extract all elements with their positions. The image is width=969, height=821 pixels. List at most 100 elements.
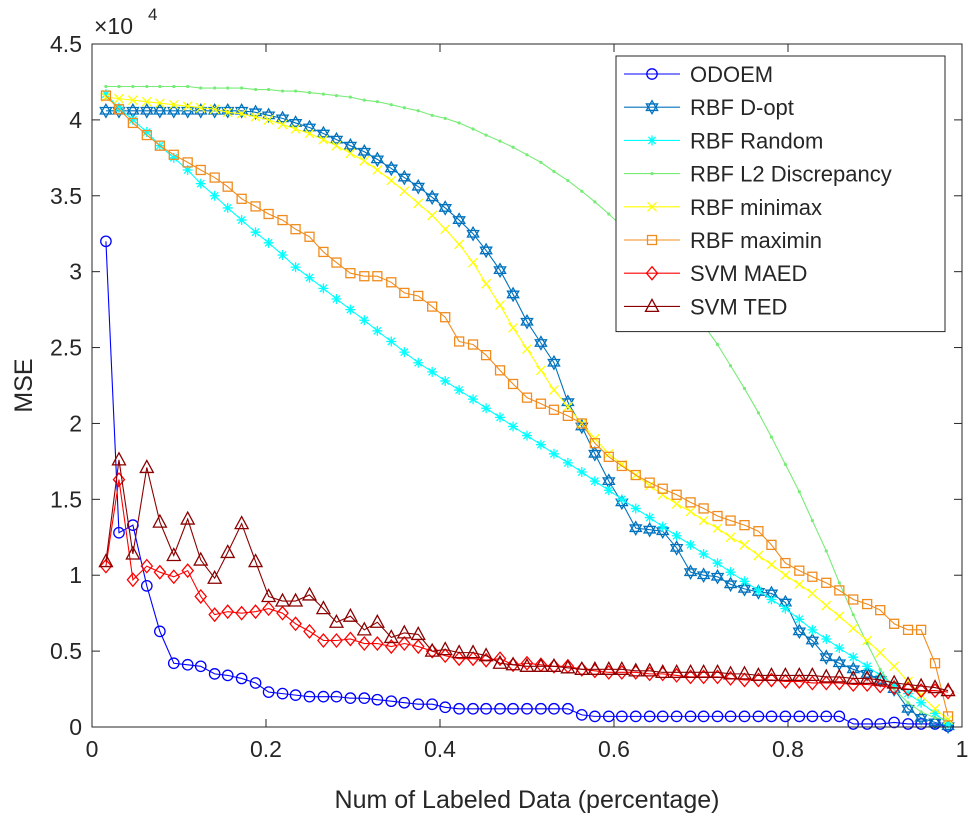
y-axis-label: MSE — [10, 358, 38, 412]
data-point-rbf-maximin — [209, 172, 220, 183]
data-point-odoem — [629, 710, 642, 723]
data-point-rbf-l2-discrepancy — [715, 342, 720, 347]
data-point-rbf-random — [113, 102, 124, 113]
series-odoem — [100, 235, 954, 733]
data-point-rbf-minimax — [943, 714, 954, 725]
data-point-rbf-minimax — [154, 98, 165, 109]
data-point-rbf-minimax — [821, 600, 832, 611]
y-tick-label: 2.5 — [50, 335, 82, 361]
data-point-svm-maed — [779, 673, 792, 689]
x-tick-label: 0.8 — [772, 736, 804, 762]
data-point-svm-ted — [125, 545, 141, 560]
data-point-rbf-l2-discrepancy — [186, 84, 190, 89]
data-point-odoem — [127, 519, 139, 531]
data-point-odoem — [656, 710, 669, 723]
data-point-rbf-maximin — [848, 594, 859, 605]
data-point-rbf-random — [209, 190, 220, 201]
data-point-rbf-l2-discrepancy — [430, 113, 434, 117]
data-point-svm-ted — [383, 629, 399, 644]
x-tick-label: 0.4 — [424, 736, 456, 762]
data-point-rbf-random — [862, 661, 873, 672]
data-point-rbf-d-opt — [425, 189, 439, 206]
data-point-odoem — [398, 696, 411, 709]
data-point-rbf-maximin — [753, 526, 764, 537]
data-point-rbf-d-opt — [642, 521, 657, 538]
data-point-rbf-d-opt — [466, 225, 480, 242]
data-point-rbf-d-opt — [628, 520, 643, 536]
data-point-rbf-maximin — [304, 231, 315, 242]
legend-entry-svm-maed: SVM MAED — [624, 261, 807, 286]
data-point-svm-ted — [872, 671, 888, 686]
data-point-rbf-minimax — [168, 99, 179, 110]
data-point-rbf-random — [589, 476, 600, 487]
data-point-rbf-random — [440, 375, 451, 386]
data-point-rbf-maximin — [359, 271, 370, 282]
data-point-rbf-l2-discrepancy — [728, 364, 733, 368]
data-point-rbf-l2-discrepancy — [566, 179, 570, 183]
data-point-odoem — [820, 710, 833, 723]
legend-entry-rbf-l2-discrepancy: RBF L2 Discrepancy — [624, 162, 892, 187]
data-point-svm-maed — [684, 669, 697, 685]
data-point-rbf-minimax — [522, 344, 532, 355]
data-point-odoem — [738, 710, 751, 723]
data-point-odoem — [521, 702, 533, 715]
data-point-rbf-random — [671, 530, 682, 541]
data-point-svm-maed — [914, 683, 928, 699]
data-point-svm-ted — [669, 663, 685, 679]
data-point-rbf-random — [277, 249, 288, 260]
legend-entry-rbf-maximin: RBF maximin — [624, 228, 822, 253]
data-point-rbf-minimax — [603, 448, 614, 459]
data-point-rbf-l2-discrepancy — [117, 84, 121, 89]
data-point-svm-maed — [289, 616, 302, 632]
data-point-svm-ted — [655, 663, 671, 679]
data-point-rbf-maximin — [467, 339, 479, 350]
data-point-rbf-maximin — [427, 301, 438, 312]
data-point-svm-ted — [927, 679, 943, 694]
data-point-rbf-random — [780, 603, 791, 614]
data-point-rbf-d-opt — [99, 102, 113, 119]
data-point-odoem — [113, 526, 125, 539]
data-point-rbf-random — [644, 512, 655, 523]
data-point-svm-ted — [831, 668, 847, 683]
data-point-odoem — [589, 710, 601, 723]
data-point-rbf-l2-discrepancy — [824, 549, 828, 553]
data-point-svm-maed — [167, 569, 181, 585]
data-point-svm-ted — [207, 569, 223, 584]
data-point-svm-maed — [520, 655, 534, 671]
series-rbf-random — [100, 89, 954, 729]
data-point-svm-ted — [859, 670, 875, 685]
data-point-rbf-minimax — [372, 165, 383, 175]
y-tick-label: 3 — [69, 259, 82, 285]
series-rbf-minimax — [100, 92, 954, 725]
data-point-rbf-minimax — [195, 102, 206, 113]
data-point-svm-ted — [410, 626, 426, 641]
data-point-svm-maed — [411, 639, 425, 655]
data-point-odoem — [194, 660, 207, 673]
data-point-rbf-l2-discrepancy — [484, 133, 488, 137]
data-point-svm-ted — [451, 644, 467, 659]
data-point-odoem — [806, 710, 819, 723]
data-point-odoem — [262, 686, 275, 698]
data-point-rbf-random — [848, 652, 859, 663]
data-point-rbf-minimax — [739, 539, 750, 550]
data-point-rbf-l2-discrepancy — [240, 86, 244, 90]
data-point-rbf-random — [807, 624, 818, 635]
data-point-rbf-d-opt — [329, 131, 344, 148]
data-point-rbf-maximin — [807, 571, 818, 582]
data-point-rbf-d-opt — [126, 102, 140, 119]
data-point-svm-ted — [220, 544, 236, 559]
data-point-odoem — [100, 235, 112, 248]
data-point-rbf-random — [739, 576, 750, 587]
legend-marker — [644, 298, 660, 313]
data-point-rbf-d-opt — [819, 649, 834, 665]
data-point-rbf-random — [468, 394, 479, 405]
data-point-rbf-maximin — [888, 618, 900, 629]
data-point-rbf-random — [141, 127, 152, 138]
data-point-rbf-minimax — [807, 588, 818, 599]
legend-marker — [647, 135, 657, 146]
data-point-svm-ted — [98, 553, 114, 568]
data-point-odoem — [181, 658, 194, 671]
data-point-rbf-maximin — [698, 503, 709, 514]
data-point-rbf-minimax — [440, 224, 451, 235]
data-point-svm-ted — [328, 613, 345, 628]
